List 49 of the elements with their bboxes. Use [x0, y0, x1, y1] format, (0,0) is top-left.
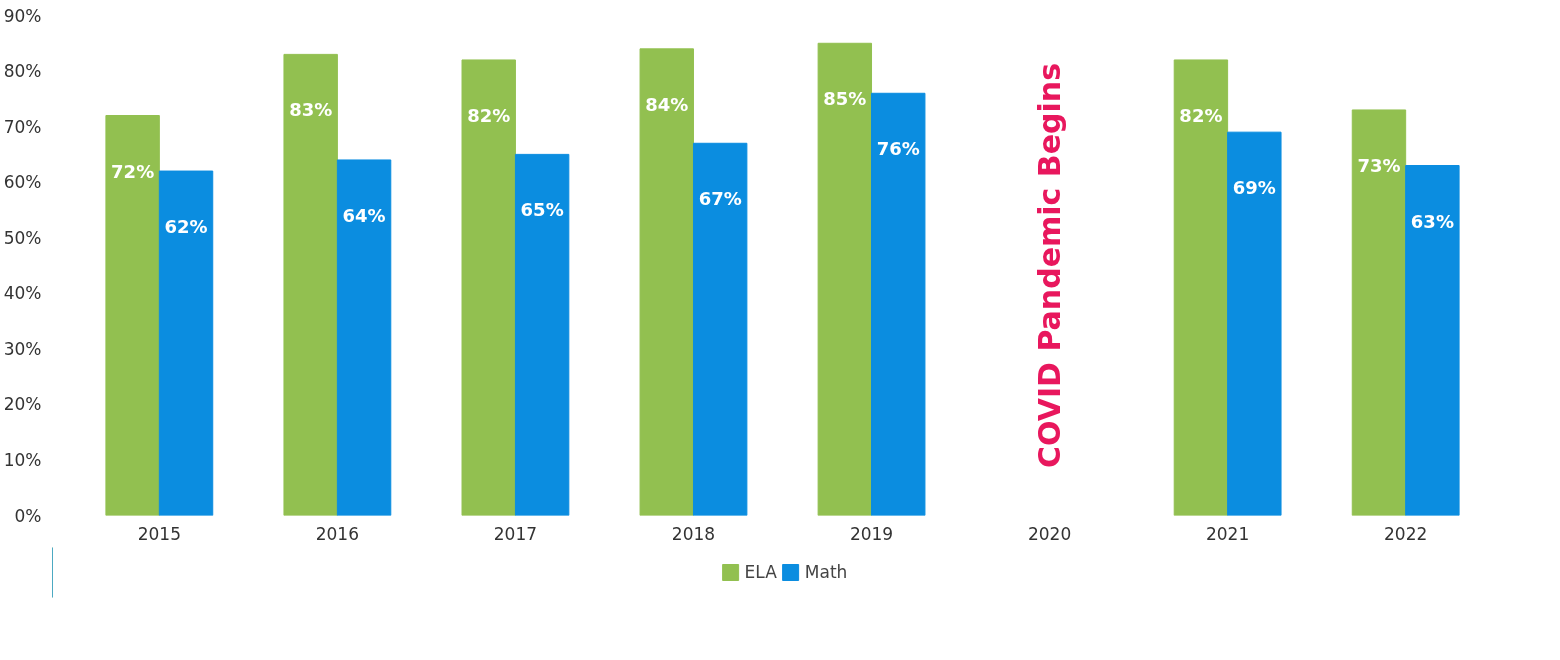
data-label: 84%	[645, 93, 689, 115]
x-tick-label: 2021	[1205, 523, 1250, 544]
legend-label: Math	[804, 562, 848, 582]
y-tick-label: 20%	[3, 394, 42, 415]
y-tick-label: 70%	[3, 116, 42, 137]
data-label: 82%	[1179, 105, 1223, 126]
bar	[1351, 109, 1407, 516]
bar	[105, 115, 160, 516]
x-tick-label: 2022	[1384, 523, 1428, 544]
data-label: 85%	[823, 88, 867, 110]
y-tick-label: 0%	[14, 505, 42, 526]
x-tick-label: 2020	[1027, 523, 1072, 544]
x-tick-label: 2019	[849, 523, 894, 544]
bar	[871, 92, 926, 516]
y-tick-label: 40%	[3, 283, 42, 304]
data-label: 65%	[520, 199, 564, 221]
y-tick-label: 10%	[3, 449, 42, 470]
x-tick-label: 2016	[315, 523, 360, 544]
data-label: 82%	[467, 105, 511, 126]
y-tick-label: 80%	[3, 61, 42, 82]
bar	[461, 59, 516, 516]
bar	[1227, 131, 1282, 516]
y-tick-label: 30%	[3, 338, 42, 359]
x-tick-label: 2015	[137, 523, 181, 544]
y-tick-label: 50%	[3, 227, 42, 248]
data-label: 83%	[289, 99, 333, 121]
bar	[817, 42, 873, 516]
bar	[336, 159, 392, 516]
bar	[692, 142, 748, 516]
bar	[1173, 59, 1229, 516]
bar	[283, 53, 338, 516]
bar	[1405, 165, 1460, 516]
legend-label: ELA	[744, 562, 777, 582]
data-label: 63%	[1410, 210, 1454, 232]
data-label: 73%	[1357, 155, 1401, 176]
data-label: 62%	[164, 216, 208, 238]
data-label: 64%	[342, 205, 386, 226]
data-label: 72%	[111, 160, 155, 182]
y-tick-label: 60%	[3, 172, 42, 193]
annotation: COVID Pandemic Begins	[1032, 63, 1068, 468]
x-tick-label: 2018	[671, 523, 716, 544]
y-tick-label: 90%	[3, 5, 42, 26]
bar	[158, 170, 214, 516]
bar	[514, 153, 570, 516]
data-label: 76%	[876, 138, 920, 160]
data-label: 67%	[698, 188, 742, 210]
x-tick-label: 2017	[493, 523, 538, 544]
data-label: 69%	[1232, 177, 1276, 199]
bar	[639, 48, 694, 516]
